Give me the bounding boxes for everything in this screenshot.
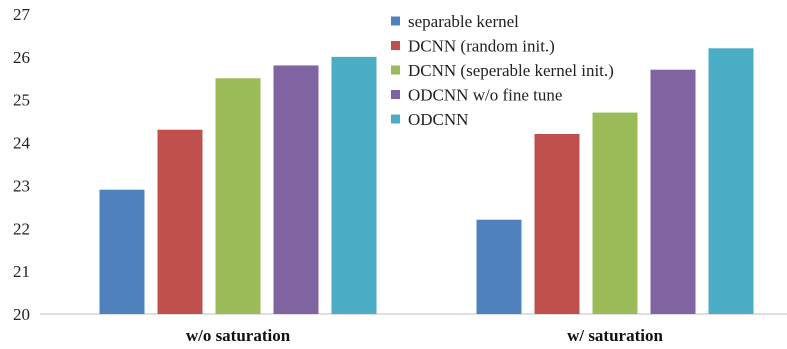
bar-5-without-saturation xyxy=(331,56,377,314)
bar-1-with-saturation xyxy=(476,219,522,314)
legend-swatch xyxy=(391,65,400,75)
bar-4-with-saturation xyxy=(650,69,696,314)
legend-label: separable kernel xyxy=(408,12,519,31)
bar-2-with-saturation xyxy=(534,134,580,314)
bars xyxy=(99,48,754,315)
legend-label: ODCNN w/o fine tune xyxy=(408,86,562,105)
y-axis-ticks: 20 21 22 23 24 25 26 27 xyxy=(13,5,31,324)
y-tick-label: 21 xyxy=(13,262,30,281)
category-label: w/ saturation xyxy=(567,326,663,345)
legend-swatch xyxy=(391,114,400,124)
y-tick-label: 22 xyxy=(13,219,30,238)
legend-label: DCNN (seperable kernel init.) xyxy=(408,61,614,80)
bar-4-without-saturation xyxy=(273,65,319,314)
y-tick-label: 26 xyxy=(13,48,30,67)
legend: separable kernel DCNN (random init.) DCNN … xyxy=(391,12,614,129)
category-labels: w/o saturation w/ saturation xyxy=(186,326,664,345)
category-label: w/o saturation xyxy=(186,326,291,345)
bar-3-without-saturation xyxy=(215,78,261,315)
legend-label: DCNN (random init.) xyxy=(408,37,555,56)
legend-label: ODCNN xyxy=(408,110,468,129)
y-tick-label: 25 xyxy=(13,91,30,110)
legend-swatch xyxy=(391,90,400,99)
legend-swatch xyxy=(391,41,400,50)
bar-2-without-saturation xyxy=(157,129,203,314)
y-tick-label: 20 xyxy=(13,305,30,324)
bar-3-with-saturation xyxy=(592,112,638,314)
bar-5-with-saturation xyxy=(708,48,754,315)
y-tick-label: 23 xyxy=(13,176,30,195)
y-tick-label: 24 xyxy=(13,134,31,153)
y-tick-label: 27 xyxy=(13,5,31,24)
bar-1-without-saturation xyxy=(99,189,145,314)
legend-swatch xyxy=(391,16,400,26)
